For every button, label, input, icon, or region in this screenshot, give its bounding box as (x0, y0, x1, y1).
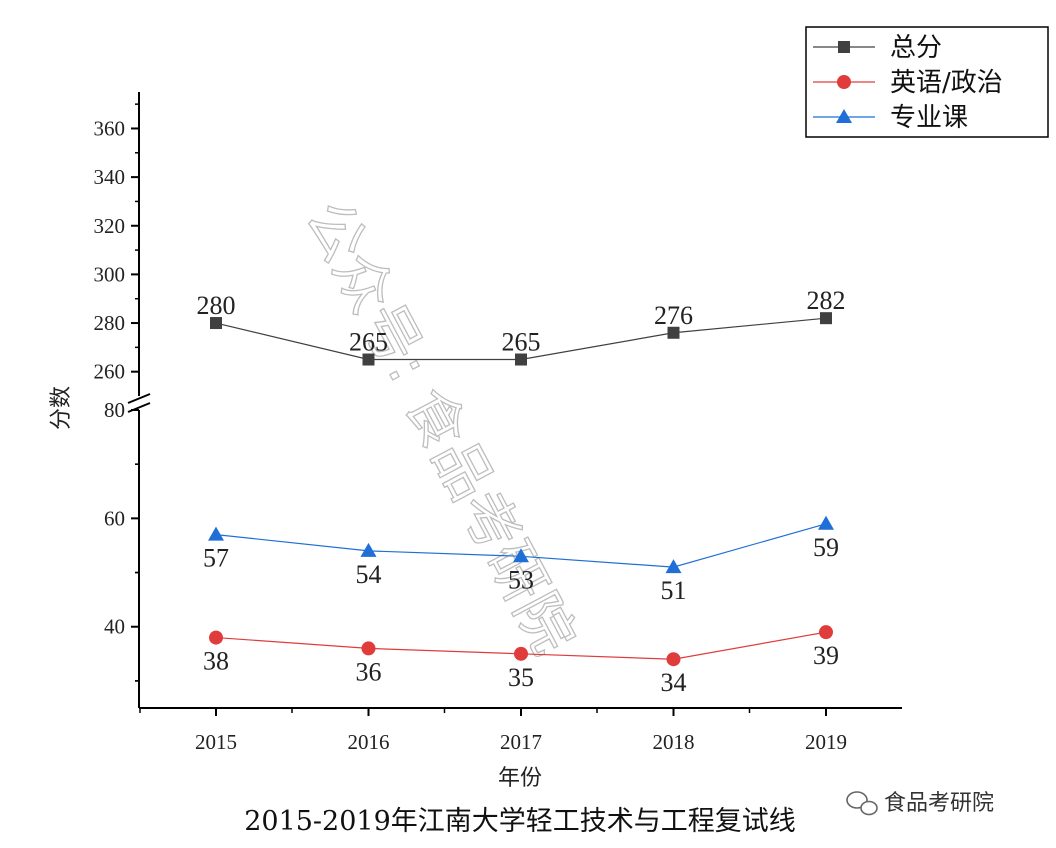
wechat-icon (846, 791, 878, 816)
data-label: 38 (203, 647, 229, 676)
logo-text: 食品考研院 (884, 791, 994, 816)
y-tick-label: 260 (94, 360, 126, 384)
legend-label: 总分 (890, 33, 942, 63)
data-label: 282 (807, 286, 846, 315)
y-tick-label: 320 (94, 214, 126, 238)
data-point (819, 625, 833, 640)
y-tick-label: 80 (104, 398, 125, 422)
data-label: 59 (813, 533, 839, 562)
legend-label: 英语/政治 (890, 68, 1003, 98)
data-point (666, 652, 681, 667)
data-point (514, 646, 528, 661)
data-label: 276 (654, 301, 693, 330)
data-point (360, 542, 377, 557)
y-tick-label: 360 (94, 116, 126, 140)
data-point (362, 353, 375, 366)
x-axis-label: 年份 (498, 766, 542, 791)
data-label: 35 (508, 663, 534, 692)
data-point (818, 515, 834, 530)
logo: 食品考研院 (846, 791, 994, 816)
y-axis-label: 分数 (49, 386, 74, 430)
data-label: 54 (356, 560, 382, 589)
x-tick-label: 2017 (500, 730, 542, 754)
y-tick-label: 340 (94, 165, 126, 189)
x-tick-label: 2015 (195, 730, 237, 754)
x-tick-label: 2016 (348, 730, 390, 754)
legend-label: 专业课 (890, 103, 968, 133)
watermark-text: 公众号: 食品考研院 (293, 190, 589, 665)
legend-marker (838, 41, 850, 53)
legend-marker (836, 109, 852, 123)
data-label: 57 (203, 544, 229, 573)
x-tick-label: 2018 (653, 730, 695, 754)
legend-marker (837, 75, 851, 89)
data-point (665, 559, 682, 574)
chart-title: 2015-2019年江南大学轻工技术与工程复试线 (244, 806, 796, 837)
legend-box (805, 26, 1049, 138)
data-label: 265 (349, 328, 388, 357)
data-point (210, 317, 222, 330)
data-point (820, 312, 832, 325)
data-label: 51 (661, 576, 687, 605)
data-point (208, 526, 224, 541)
data-label: 34 (661, 668, 687, 697)
y-tick-label: 300 (94, 262, 126, 286)
data-point (209, 630, 223, 645)
axis-break-mark (127, 393, 151, 404)
series-lines: 280 265 265 276 282 38 36 35 34 39 57 54 53 51 59 (197, 286, 846, 697)
data-label: 39 (813, 641, 839, 670)
axes: 260 280 300 320 340 360 40 60 80 2015 2016 2017 2018… (94, 92, 902, 754)
data-label: 53 (508, 565, 534, 594)
data-point (667, 326, 680, 339)
y-tick-label: 60 (104, 506, 125, 530)
data-label: 280 (197, 291, 236, 320)
y-tick-label: 280 (94, 311, 126, 335)
data-point (513, 548, 529, 563)
data-label: 36 (356, 657, 382, 686)
data-point (361, 641, 376, 656)
data-label: 265 (502, 328, 541, 357)
y-tick-label: 40 (104, 615, 125, 639)
x-tick-label: 2019 (805, 730, 847, 754)
data-point (515, 353, 527, 366)
watermark: 公众号: 食品考研院 (292, 189, 589, 665)
